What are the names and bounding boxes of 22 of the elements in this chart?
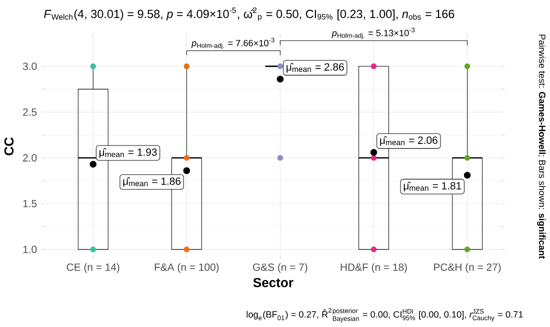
x-axis-title: Sector: [253, 278, 294, 288]
y-tick-label: 3.0: [22, 62, 37, 70]
annotation: μ̂$_{mean}$ = 1.86: [123, 177, 181, 187]
annotation: μ̂$_{mean}$ = 1.81: [404, 182, 462, 192]
text: $\text{log}_{\text{e}}\text{(BF}_{\text{01}}\text{) = 0.27, R̂}^{\text{2}}{}^{\text{posterior}}_{\text{Bayesian}}\text{ = 0.00, CI}^{\text{HDI}}_{\text{95\%}}\text{ [0.00, 0.10], }\textit{r}^{\text{JZS}}_{\text{Cauchy}}\text{ = 0.71}$: [246, 308, 523, 322]
annotation: p$_{Holm-adj.}$ = 7.66×10$^{-3}$: [191, 38, 274, 50]
y-tick-label: 2.0: [23, 154, 37, 162]
x-tick-label: CE (n = 14): [66, 263, 120, 274]
y-axis-title: CC: [4, 138, 14, 156]
annotation: p$_{Holm-adj.}$ = 5.13×10$^{-3}$: [332, 28, 415, 40]
y-tick-label: 2.5: [23, 108, 37, 116]
annotation: μ̂$_{mean}$ = 2.86: [286, 63, 344, 73]
x-tick-label: G&S (n = 7): [253, 263, 308, 274]
y-tick-label: 1.5: [23, 200, 37, 208]
text: Pairwise test: Games-Howell; Bars shown: significant: [537, 34, 546, 259]
y-tick-label: 1.0: [23, 246, 37, 254]
x-tick-label: HD&F (n = 18): [340, 263, 407, 274]
chart-title: F$_{Welch}$(4, 30.01) = 9.58, p = 4.09×10$^{-5}$, ω̂$^{2}$$_{p}$ = 0.50, CI$_{95%}$ [0.23, 1.00], n$_{obs}$ = 166: [44, 8, 454, 22]
annotation: μ̂$_{mean}$ = 1.93: [99, 148, 157, 158]
x-tick-label: F&A (n = 100): [154, 263, 219, 274]
x-tick-label: PC&H (n = 27): [434, 263, 501, 274]
annotation: μ̂$_{mean}$ = 2.06: [380, 136, 438, 146]
